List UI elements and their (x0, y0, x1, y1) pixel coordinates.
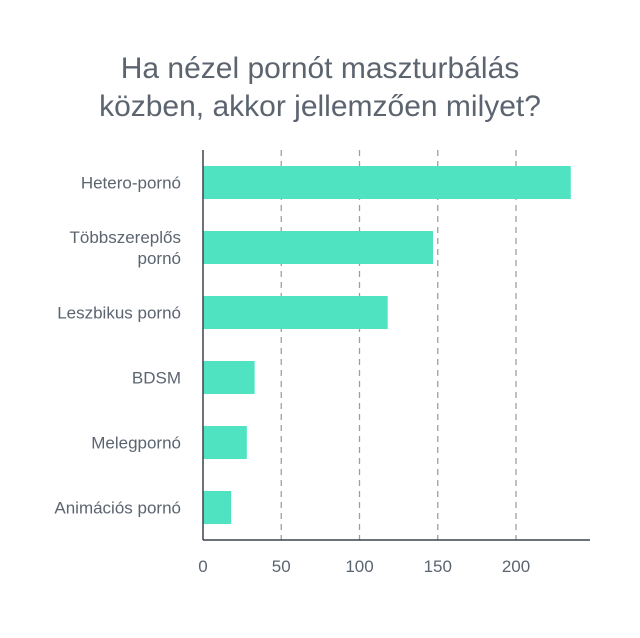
category-labels: Hetero-pornó Többszereplős pornó Leszbikus … (54, 174, 181, 518)
category-label: BDSM (132, 369, 181, 388)
chart-title-line-2: közben, akkor jellemzően milyet? (99, 90, 541, 123)
category-label: Animációs pornó (54, 499, 181, 518)
category-label: Leszbikus pornó (57, 304, 181, 323)
bar (203, 296, 388, 329)
category-label-line: BDSM (132, 369, 181, 388)
category-label-line: Melegpornó (91, 434, 181, 453)
bars (203, 166, 571, 524)
category-label-line: Többszereplős (69, 228, 181, 247)
bar (203, 426, 247, 459)
category-label-line: Hetero-pornó (81, 174, 181, 193)
chart-title-line-1: Ha nézel pornót maszturbálás (120, 52, 520, 85)
bar (203, 491, 232, 524)
chart-title: Ha nézel pornót maszturbálás közben, akk… (0, 50, 640, 126)
x-tick-label: 200 (502, 557, 530, 576)
bar (203, 166, 571, 199)
bar (203, 361, 255, 394)
x-tick-label: 150 (424, 557, 452, 576)
bar (203, 231, 434, 264)
category-label: Hetero-pornó (81, 174, 181, 193)
x-tick-labels: 0 50 100 150 200 (198, 557, 530, 576)
x-tick-label: 0 (198, 557, 207, 576)
category-label-line: Leszbikus pornó (57, 304, 181, 323)
x-tick-label: 50 (272, 557, 291, 576)
category-label-line: Animációs pornó (54, 499, 181, 518)
axes (202, 150, 590, 541)
x-tick-label: 100 (345, 557, 373, 576)
category-label: Többszereplős pornó (69, 228, 181, 268)
category-label: Melegpornó (91, 434, 181, 453)
category-label-line: pornó (138, 249, 181, 268)
gridlines (280, 150, 517, 540)
